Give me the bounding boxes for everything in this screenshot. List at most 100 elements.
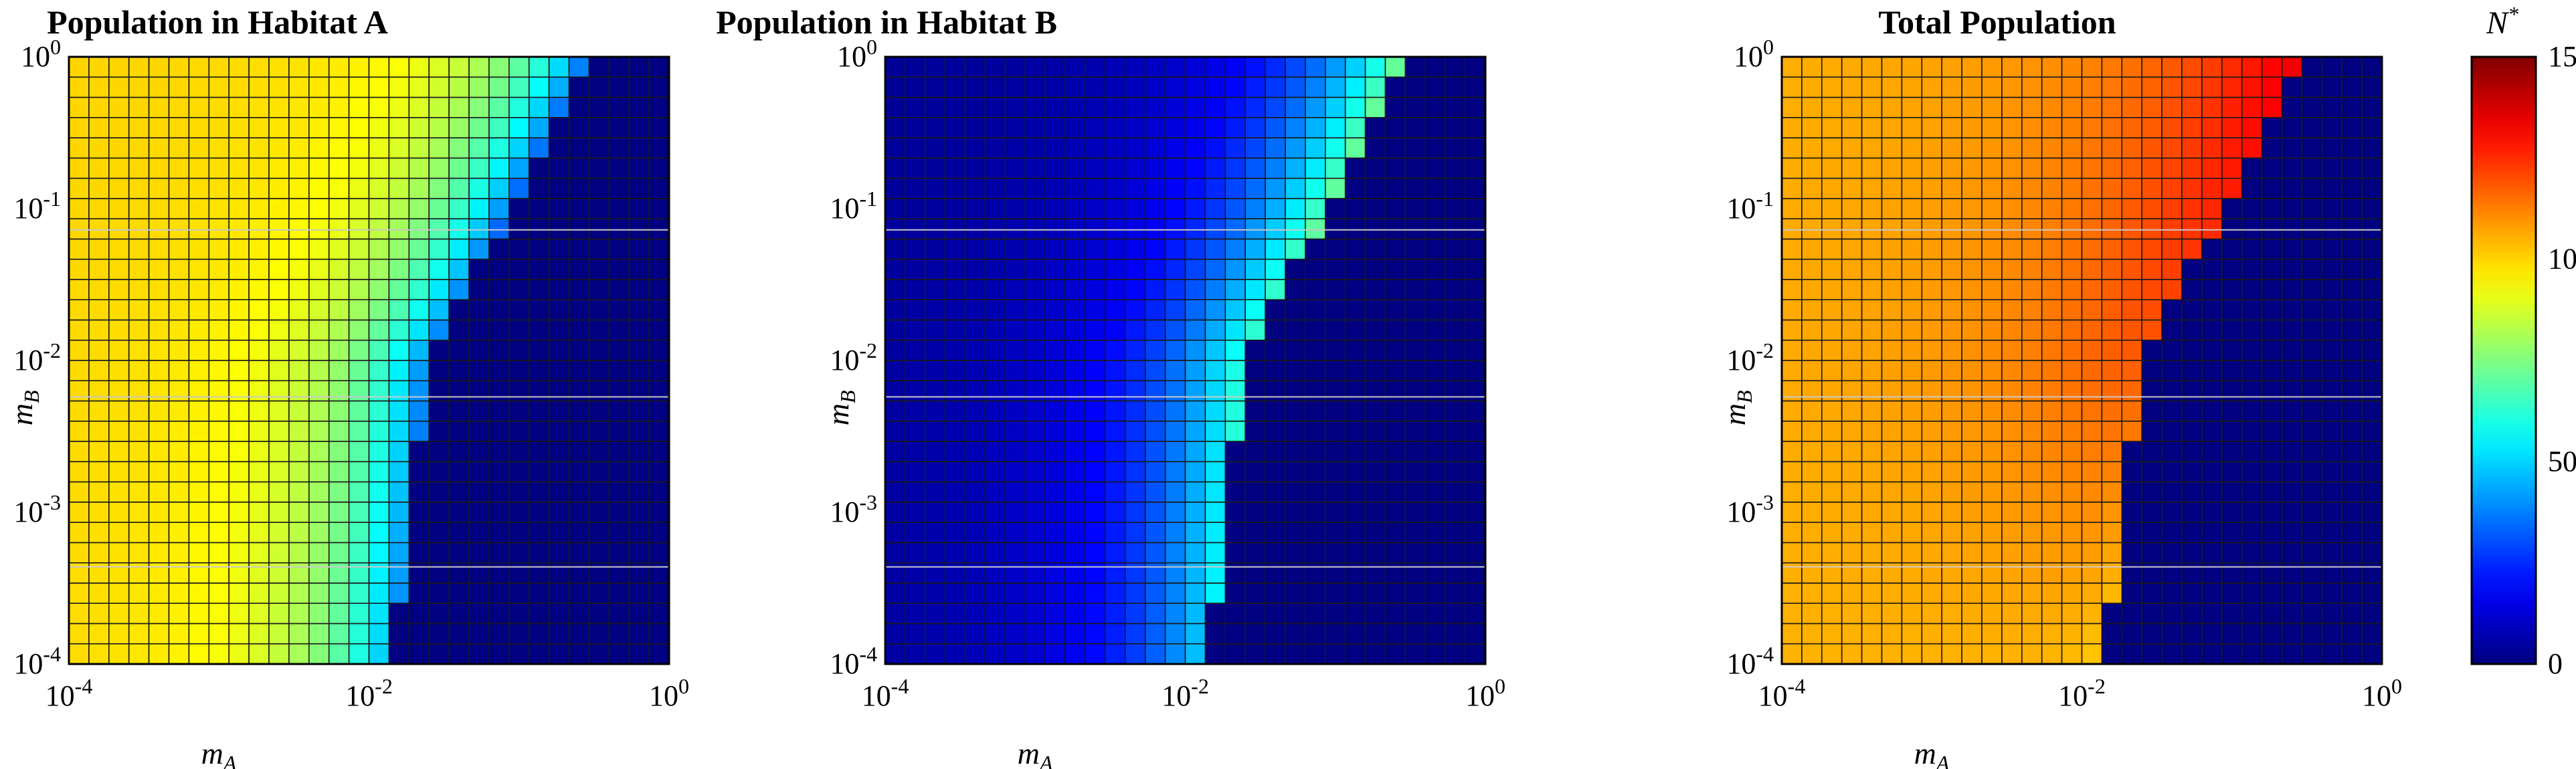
heatmap-cell [1245, 319, 1266, 341]
heatmap-cell [128, 582, 150, 604]
heatmap-cell [885, 522, 906, 544]
heatmap-cell [2061, 380, 2083, 402]
heatmap-cell [1821, 502, 1843, 523]
heatmap-cell [1881, 502, 1903, 523]
heatmap-cell [2321, 360, 2343, 382]
heatmap-cell [1941, 198, 1962, 219]
heatmap-cell [88, 582, 110, 604]
heatmap-cell [108, 380, 130, 402]
heatmap-cell [984, 339, 1006, 361]
heatmap-cell [2001, 360, 2023, 382]
heatmap-cell [428, 420, 450, 442]
heatmap-cell [1285, 198, 1306, 219]
heatmap-cell [388, 258, 410, 280]
heatmap-cell [1044, 562, 1066, 584]
heatmap-cell [448, 562, 470, 584]
heatmap-cell [2301, 360, 2323, 382]
heatmap-cell [1024, 137, 1046, 159]
heatmap-cell [148, 400, 170, 422]
heatmap-cell [1224, 238, 1247, 260]
heatmap-cell [1364, 339, 1386, 361]
heatmap-cell [1224, 380, 1247, 402]
heatmap-cell [268, 481, 290, 503]
heatmap-cell [1105, 299, 1126, 321]
heatmap-cell [628, 481, 650, 503]
heatmap-cell [2101, 623, 2123, 645]
heatmap-cell [2141, 602, 2163, 625]
heatmap-cell [2281, 360, 2303, 382]
heatmap-cell [188, 117, 210, 138]
heatmap-cell [568, 542, 590, 564]
heatmap-cell [1305, 542, 1326, 564]
heatmap-cell [2121, 177, 2143, 199]
heatmap-cell [1305, 76, 1326, 98]
heatmap-cell [1801, 198, 1823, 219]
heatmap-cell [108, 319, 130, 341]
heatmap-cell [885, 56, 906, 78]
heatmap-cell [1841, 339, 1863, 361]
heatmap-cell [1921, 602, 1943, 625]
heatmap-cell [628, 602, 650, 625]
heatmap-cell [1184, 602, 1206, 625]
heatmap-cell [1424, 96, 1447, 118]
heatmap-cell [1384, 157, 1406, 179]
heatmap-cell [2261, 258, 2283, 280]
heatmap-cell [984, 238, 1006, 260]
heatmap-cell [1821, 623, 1843, 645]
heatmap-cell [2081, 380, 2103, 402]
heatmap-cell [628, 502, 650, 523]
heatmap-cell [1364, 623, 1386, 645]
heatmap-cell [1881, 420, 1903, 442]
heatmap-cell [2041, 602, 2063, 625]
heatmap-cell [1125, 56, 1146, 78]
heatmap-cell [1344, 238, 1366, 260]
heatmap-cell [2361, 602, 2383, 625]
heatmap-cell [2101, 502, 2123, 523]
heatmap-cell [1941, 623, 1962, 645]
heatmap-cell [1344, 481, 1366, 503]
heatmap-cell [348, 420, 370, 442]
heatmap-cell [1981, 238, 2003, 260]
heatmap-cell [568, 339, 590, 361]
heatmap-cell [2141, 157, 2163, 179]
heatmap-cell [128, 198, 150, 219]
heatmap-cell [1085, 542, 1106, 564]
heatmap-cell [1024, 502, 1046, 523]
y-tick-label: 10-2 [13, 338, 61, 376]
heatmap-cell [2021, 502, 2043, 523]
heatmap-cell [308, 137, 330, 159]
heatmap-cell [1004, 380, 1026, 402]
panel-habitat-b: Population in Habitat B 10-410-310-210-1… [716, 3, 1505, 769]
heatmap-cell [1065, 542, 1086, 564]
heatmap-cell [1164, 400, 1186, 422]
heatmap-cell [608, 400, 630, 422]
heatmap-cell [488, 623, 510, 645]
heatmap-cell [368, 522, 390, 544]
heatmap-cell [2161, 623, 2183, 645]
heatmap-cell [2201, 56, 2223, 78]
heatmap-cell [2361, 441, 2383, 463]
heatmap-cell [128, 562, 150, 584]
heatmap-cell [2021, 582, 2043, 604]
heatmap-cell [568, 400, 590, 422]
heatmap-cell [1781, 542, 1803, 564]
heatmap-cell [2341, 623, 2363, 645]
heatmap-cell [1465, 441, 1486, 463]
heatmap-cell [628, 420, 650, 442]
heatmap-cell [1781, 582, 1803, 604]
heatmap-cell [108, 360, 130, 382]
heatmap-cell [288, 481, 310, 503]
heatmap-cell [1981, 481, 2003, 503]
heatmap-cell [2141, 582, 2163, 604]
heatmap-cell [1384, 339, 1406, 361]
heatmap-cell [1424, 319, 1447, 341]
heatmap-cell [2221, 502, 2243, 523]
heatmap-cell [1861, 137, 1883, 159]
heatmap-cell [2041, 562, 2063, 584]
heatmap-cell [528, 562, 550, 584]
heatmap-cell [1285, 380, 1306, 402]
heatmap-cell [268, 96, 290, 118]
heatmap-cell [168, 56, 190, 78]
heatmap-cell [608, 76, 630, 98]
heatmap-cell [68, 238, 90, 260]
